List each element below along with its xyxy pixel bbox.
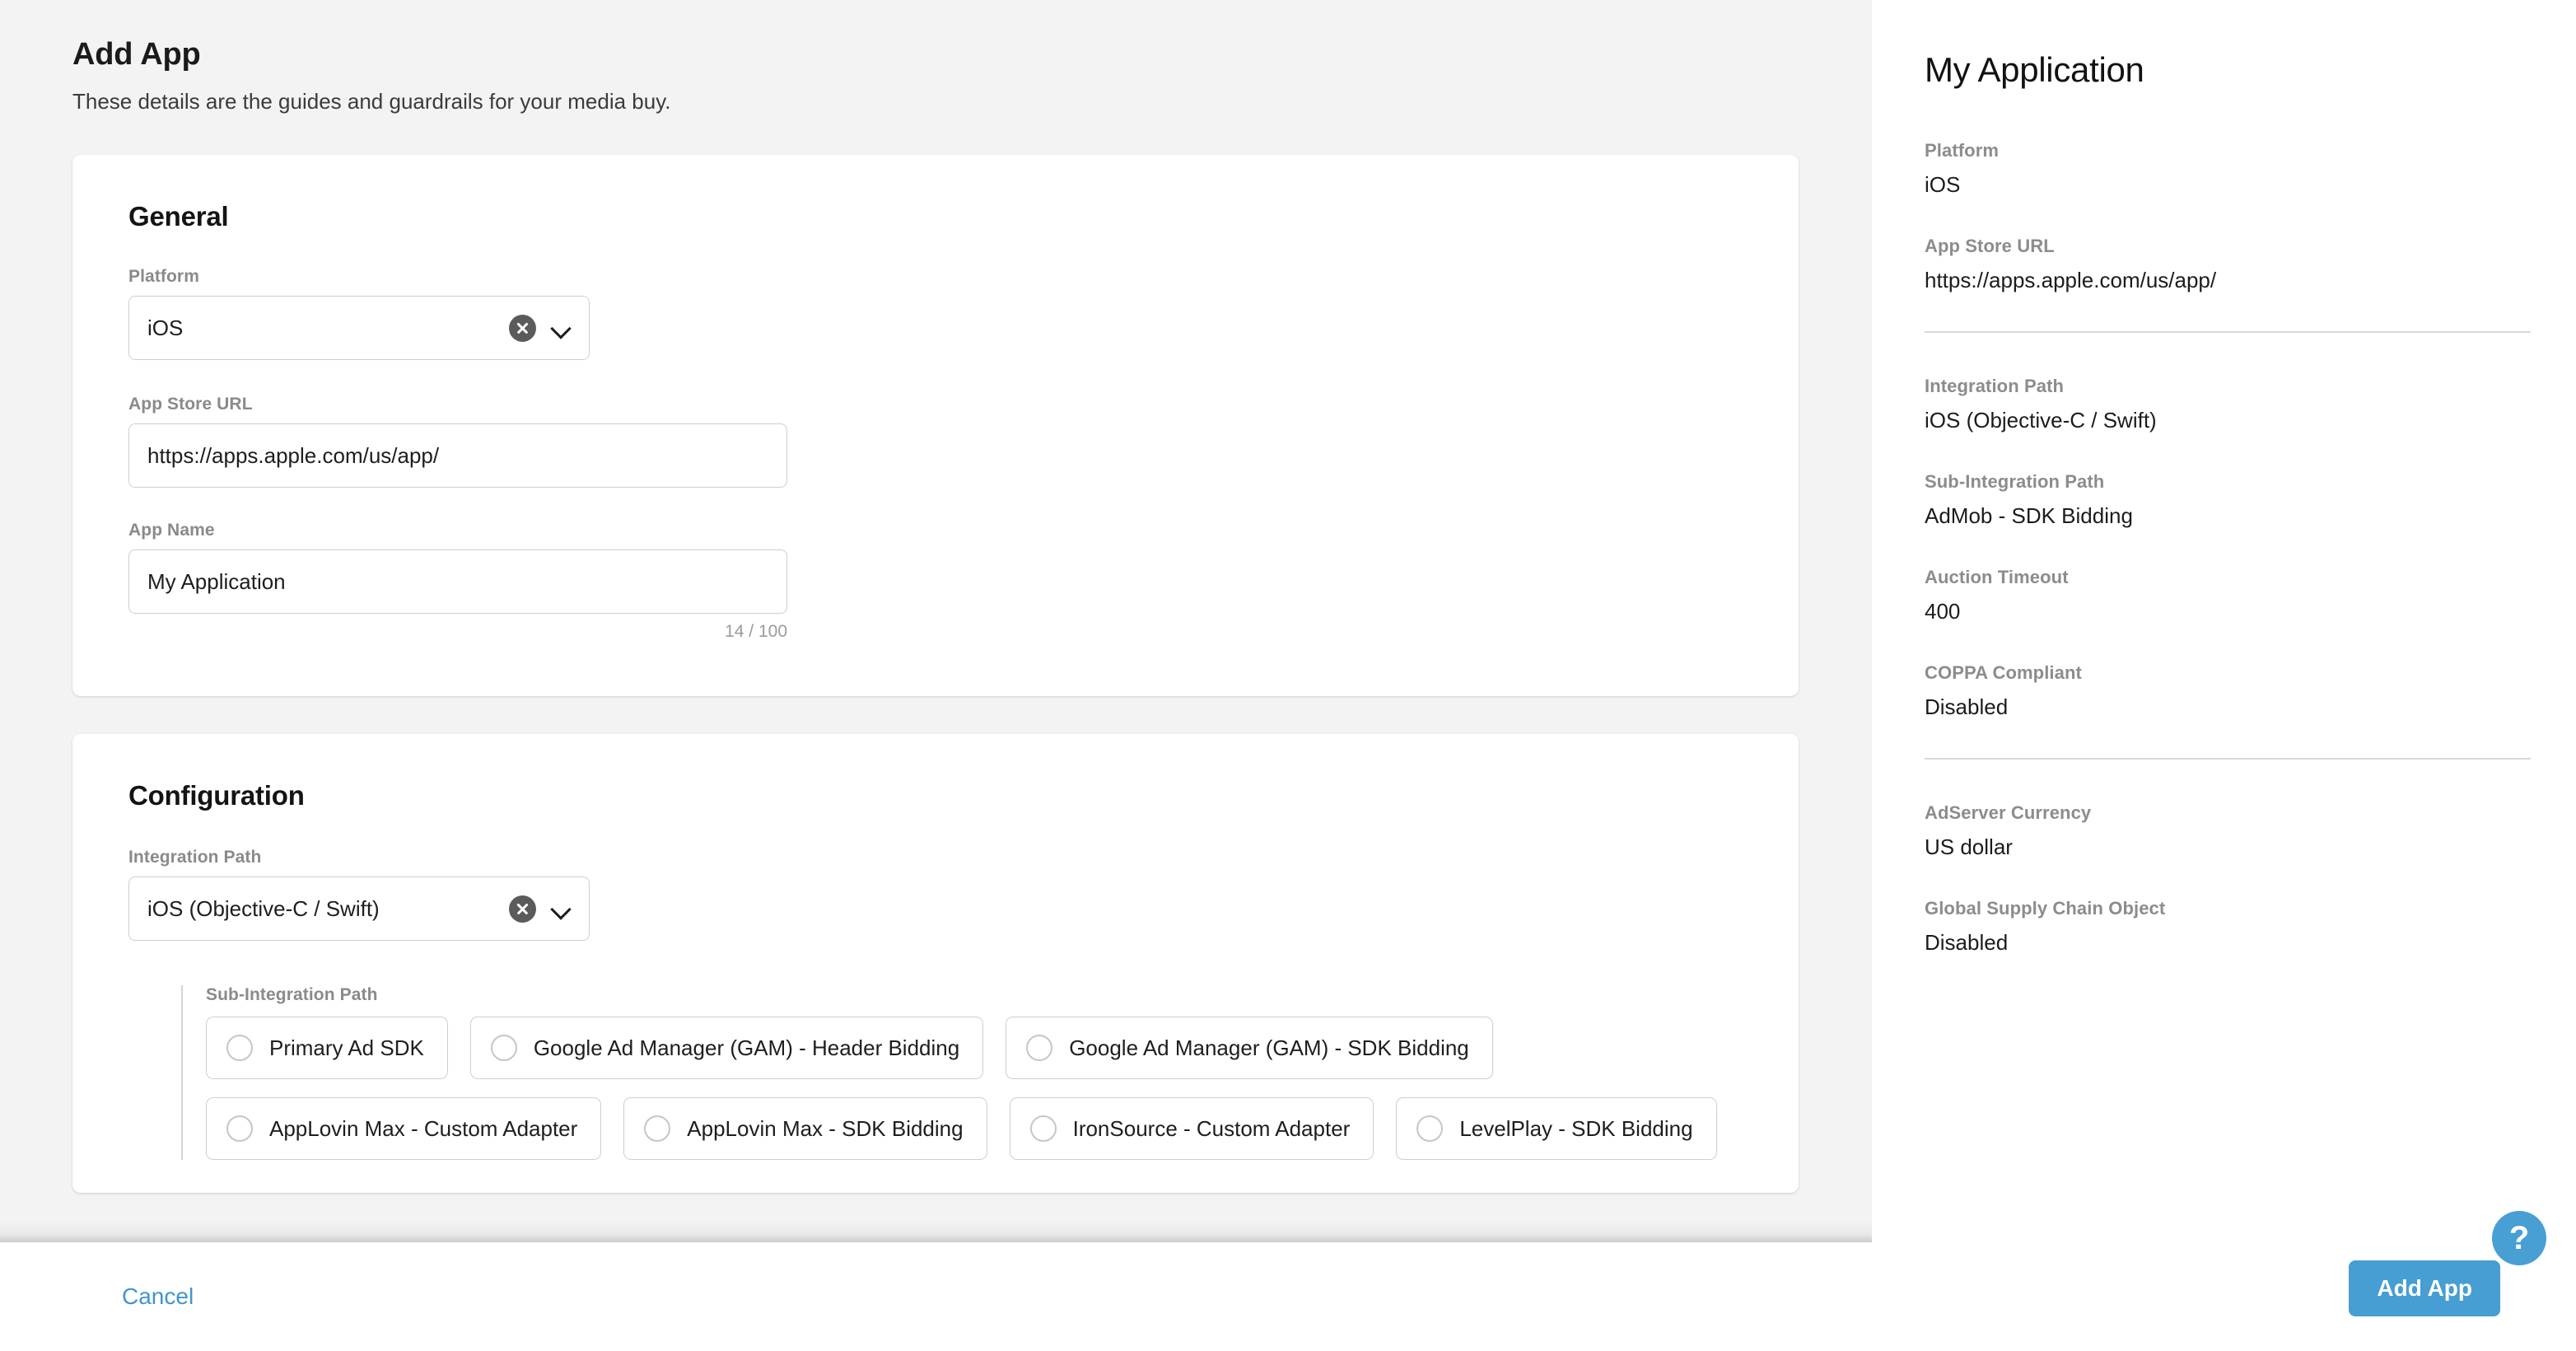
summary-item-label: COPPA Compliant xyxy=(1925,662,2082,684)
summary-divider xyxy=(1925,331,2531,334)
summary-groups: Platform iOS App Store URL https://apps.app… xyxy=(1925,140,2576,956)
radio-button-icon[interactable] xyxy=(1026,1035,1053,1062)
app-name-field: App Name 14 / 100 xyxy=(72,521,1799,642)
summary-item-value: iOS (Objective-C / Swift) xyxy=(1925,408,2157,433)
sub-integration-option[interactable]: Google Ad Manager (GAM) - Header Bidding xyxy=(469,1017,984,1080)
radio-button-icon[interactable] xyxy=(1029,1115,1057,1143)
integration-path-select[interactable]: iOS (Objective-C / Swift) xyxy=(128,877,590,942)
page-subtitle: These details are the guides and guardra… xyxy=(72,88,671,114)
radio-button-icon[interactable] xyxy=(644,1115,671,1143)
integration-path-field: Integration Path iOS (Objective-C / Swif… xyxy=(72,848,1799,942)
summary-item-value: iOS xyxy=(1925,172,1961,198)
app-name-input[interactable] xyxy=(128,549,787,615)
page-header: Add App These details are the guides and… xyxy=(0,0,1872,115)
summary-item: COPPA Compliant Disabled xyxy=(1925,662,2576,720)
summary-pane: My Application Platform iOS App Store URL h… xyxy=(1872,0,2576,1242)
platform-label: Platform xyxy=(128,267,199,287)
sub-integration-option[interactable]: IronSource - Custom Adapter xyxy=(1009,1097,1374,1161)
summary-item: App Store URL https://apps.apple.com/us/a… xyxy=(1925,236,2576,293)
general-section-title: General xyxy=(128,201,229,232)
app-name-counter: 14 / 100 xyxy=(725,622,787,642)
sub-integration-option[interactable]: LevelPlay - SDK Bidding xyxy=(1396,1097,1717,1161)
summary-item: Global Supply Chain Object Disabled xyxy=(1925,898,2576,956)
sub-integration-path-options: Primary Ad SDK Google Ad Manager (GAM) - … xyxy=(206,1017,1799,1161)
sub-integration-option[interactable]: AppLovin Max - Custom Adapter xyxy=(206,1097,602,1161)
sub-integration-option-label: IronSource - Custom Adapter xyxy=(1072,1115,1351,1141)
chevron-down-icon[interactable] xyxy=(551,899,571,919)
sub-integration-option-label: AppLovin Max - SDK Bidding xyxy=(687,1115,964,1141)
summary-item-label: Integration Path xyxy=(1925,376,2065,397)
add-app-button[interactable]: Add App xyxy=(2349,1260,2500,1316)
summary-title: My Application xyxy=(1925,50,2144,89)
summary-item-value: https://apps.apple.com/us/app/ xyxy=(1925,268,2217,293)
summary-item-value: Disabled xyxy=(1925,930,2009,956)
summary-item-label: Sub-Integration Path xyxy=(1925,471,2105,493)
summary-item-value: US dollar xyxy=(1925,834,2013,860)
help-question-mark-icon[interactable]: ? xyxy=(2492,1211,2546,1265)
page-title: Add App xyxy=(72,37,201,72)
app-name-label: App Name xyxy=(128,521,215,540)
integration-path-value: iOS (Objective-C / Swift) xyxy=(147,895,380,921)
page-body: Add App These details are the guides and… xyxy=(0,0,2576,1242)
footer-bar: Cancel Add App xyxy=(0,1242,2576,1351)
configuration-section-title: Configuration xyxy=(128,780,305,811)
form-pane: Add App These details are the guides and… xyxy=(0,0,1872,1242)
scroll-shadow xyxy=(0,1221,1872,1242)
sub-integration-option-label: Google Ad Manager (GAM) - SDK Bidding xyxy=(1069,1035,1469,1060)
app-store-url-input[interactable] xyxy=(128,423,787,489)
app-store-url-field: App Store URL xyxy=(72,395,1799,489)
sub-integration-option[interactable]: Google Ad Manager (GAM) - SDK Bidding xyxy=(1006,1017,1493,1080)
sub-integration-option-label: Primary Ad SDK xyxy=(269,1035,424,1060)
summary-item: Auction Timeout 400 xyxy=(1925,567,2576,624)
sub-integration-option-label: Google Ad Manager (GAM) - Header Bidding xyxy=(533,1035,960,1060)
summary-item-value: 400 xyxy=(1925,599,1961,624)
sub-integration-option-label: LevelPlay - SDK Bidding xyxy=(1459,1115,1693,1141)
cancel-button[interactable]: Cancel xyxy=(122,1283,194,1309)
summary-item-label: Auction Timeout xyxy=(1925,567,2069,588)
sub-integration-option[interactable]: Primary Ad SDK xyxy=(206,1017,448,1080)
summary-item-label: Platform xyxy=(1925,140,2000,161)
general-card: General Platform iOS App Store URL App N… xyxy=(72,155,1799,697)
radio-button-icon[interactable] xyxy=(226,1035,253,1062)
chevron-down-icon[interactable] xyxy=(551,318,571,338)
configuration-card: Configuration Integration Path iOS (Obje… xyxy=(72,734,1799,1194)
app-store-url-label: App Store URL xyxy=(128,395,253,414)
clear-circle-icon[interactable] xyxy=(509,314,536,342)
clear-circle-icon[interactable] xyxy=(509,895,536,923)
summary-item-value: Disabled xyxy=(1925,694,2009,720)
summary-item: AdServer Currency US dollar xyxy=(1925,802,2576,860)
summary-item: Platform iOS xyxy=(1925,140,2576,198)
radio-button-icon[interactable] xyxy=(1416,1115,1444,1143)
summary-item-label: Global Supply Chain Object xyxy=(1925,898,2166,919)
sub-integration-option-label: AppLovin Max - Custom Adapter xyxy=(269,1115,578,1141)
summary-divider xyxy=(1925,758,2531,760)
summary-item-label: AdServer Currency xyxy=(1925,802,2092,824)
summary-item: Sub-Integration Path AdMob - SDK Bidding xyxy=(1925,471,2576,529)
radio-button-icon[interactable] xyxy=(226,1115,253,1143)
radio-button-icon[interactable] xyxy=(490,1035,517,1062)
summary-panel: My Application Platform iOS App Store URL h… xyxy=(1872,0,2576,956)
sub-integration-path-group: Sub-Integration Path Primary Ad SDK Googl… xyxy=(181,985,1799,1161)
summary-item: Integration Path iOS (Objective-C / Swift… xyxy=(1925,376,2576,433)
integration-path-label: Integration Path xyxy=(128,848,262,867)
platform-field: Platform iOS xyxy=(72,267,1799,361)
platform-select[interactable]: iOS xyxy=(128,296,590,361)
summary-item-label: App Store URL xyxy=(1925,236,2055,257)
summary-item-value: AdMob - SDK Bidding xyxy=(1925,503,2133,529)
sub-integration-path-label: Sub-Integration Path xyxy=(206,985,378,1005)
sub-integration-option[interactable]: AppLovin Max - SDK Bidding xyxy=(623,1097,987,1161)
platform-value: iOS xyxy=(147,315,184,340)
